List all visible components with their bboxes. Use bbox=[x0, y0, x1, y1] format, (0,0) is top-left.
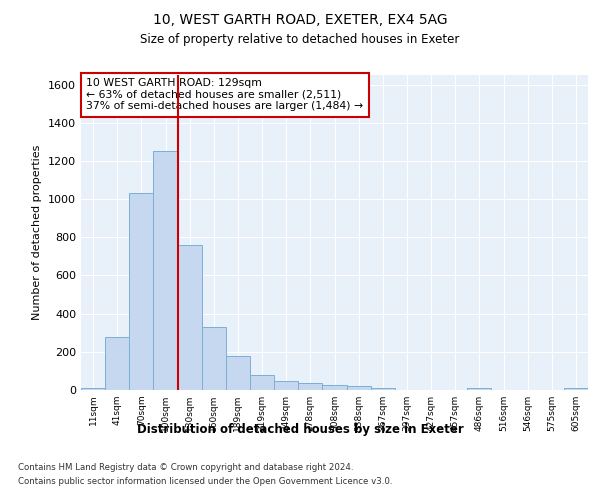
Bar bbox=[371, 388, 395, 390]
Bar bbox=[178, 245, 202, 390]
Bar bbox=[564, 388, 588, 390]
Bar bbox=[154, 152, 178, 390]
Text: 10, WEST GARTH ROAD, EXETER, EX4 5AG: 10, WEST GARTH ROAD, EXETER, EX4 5AG bbox=[152, 12, 448, 26]
Text: Contains public sector information licensed under the Open Government Licence v3: Contains public sector information licen… bbox=[18, 478, 392, 486]
Bar bbox=[298, 382, 322, 390]
Bar bbox=[129, 194, 154, 390]
Bar bbox=[274, 381, 298, 390]
Bar bbox=[322, 385, 347, 390]
Text: 10 WEST GARTH ROAD: 129sqm
← 63% of detached houses are smaller (2,511)
37% of s: 10 WEST GARTH ROAD: 129sqm ← 63% of deta… bbox=[86, 78, 363, 112]
Bar bbox=[347, 386, 371, 390]
Bar bbox=[202, 327, 226, 390]
Text: Contains HM Land Registry data © Crown copyright and database right 2024.: Contains HM Land Registry data © Crown c… bbox=[18, 462, 353, 471]
Bar bbox=[105, 336, 129, 390]
Bar bbox=[250, 374, 274, 390]
Bar bbox=[81, 388, 105, 390]
Text: Distribution of detached houses by size in Exeter: Distribution of detached houses by size … bbox=[137, 422, 463, 436]
Y-axis label: Number of detached properties: Number of detached properties bbox=[32, 145, 43, 320]
Bar bbox=[467, 388, 491, 390]
Text: Size of property relative to detached houses in Exeter: Size of property relative to detached ho… bbox=[140, 32, 460, 46]
Bar bbox=[226, 356, 250, 390]
